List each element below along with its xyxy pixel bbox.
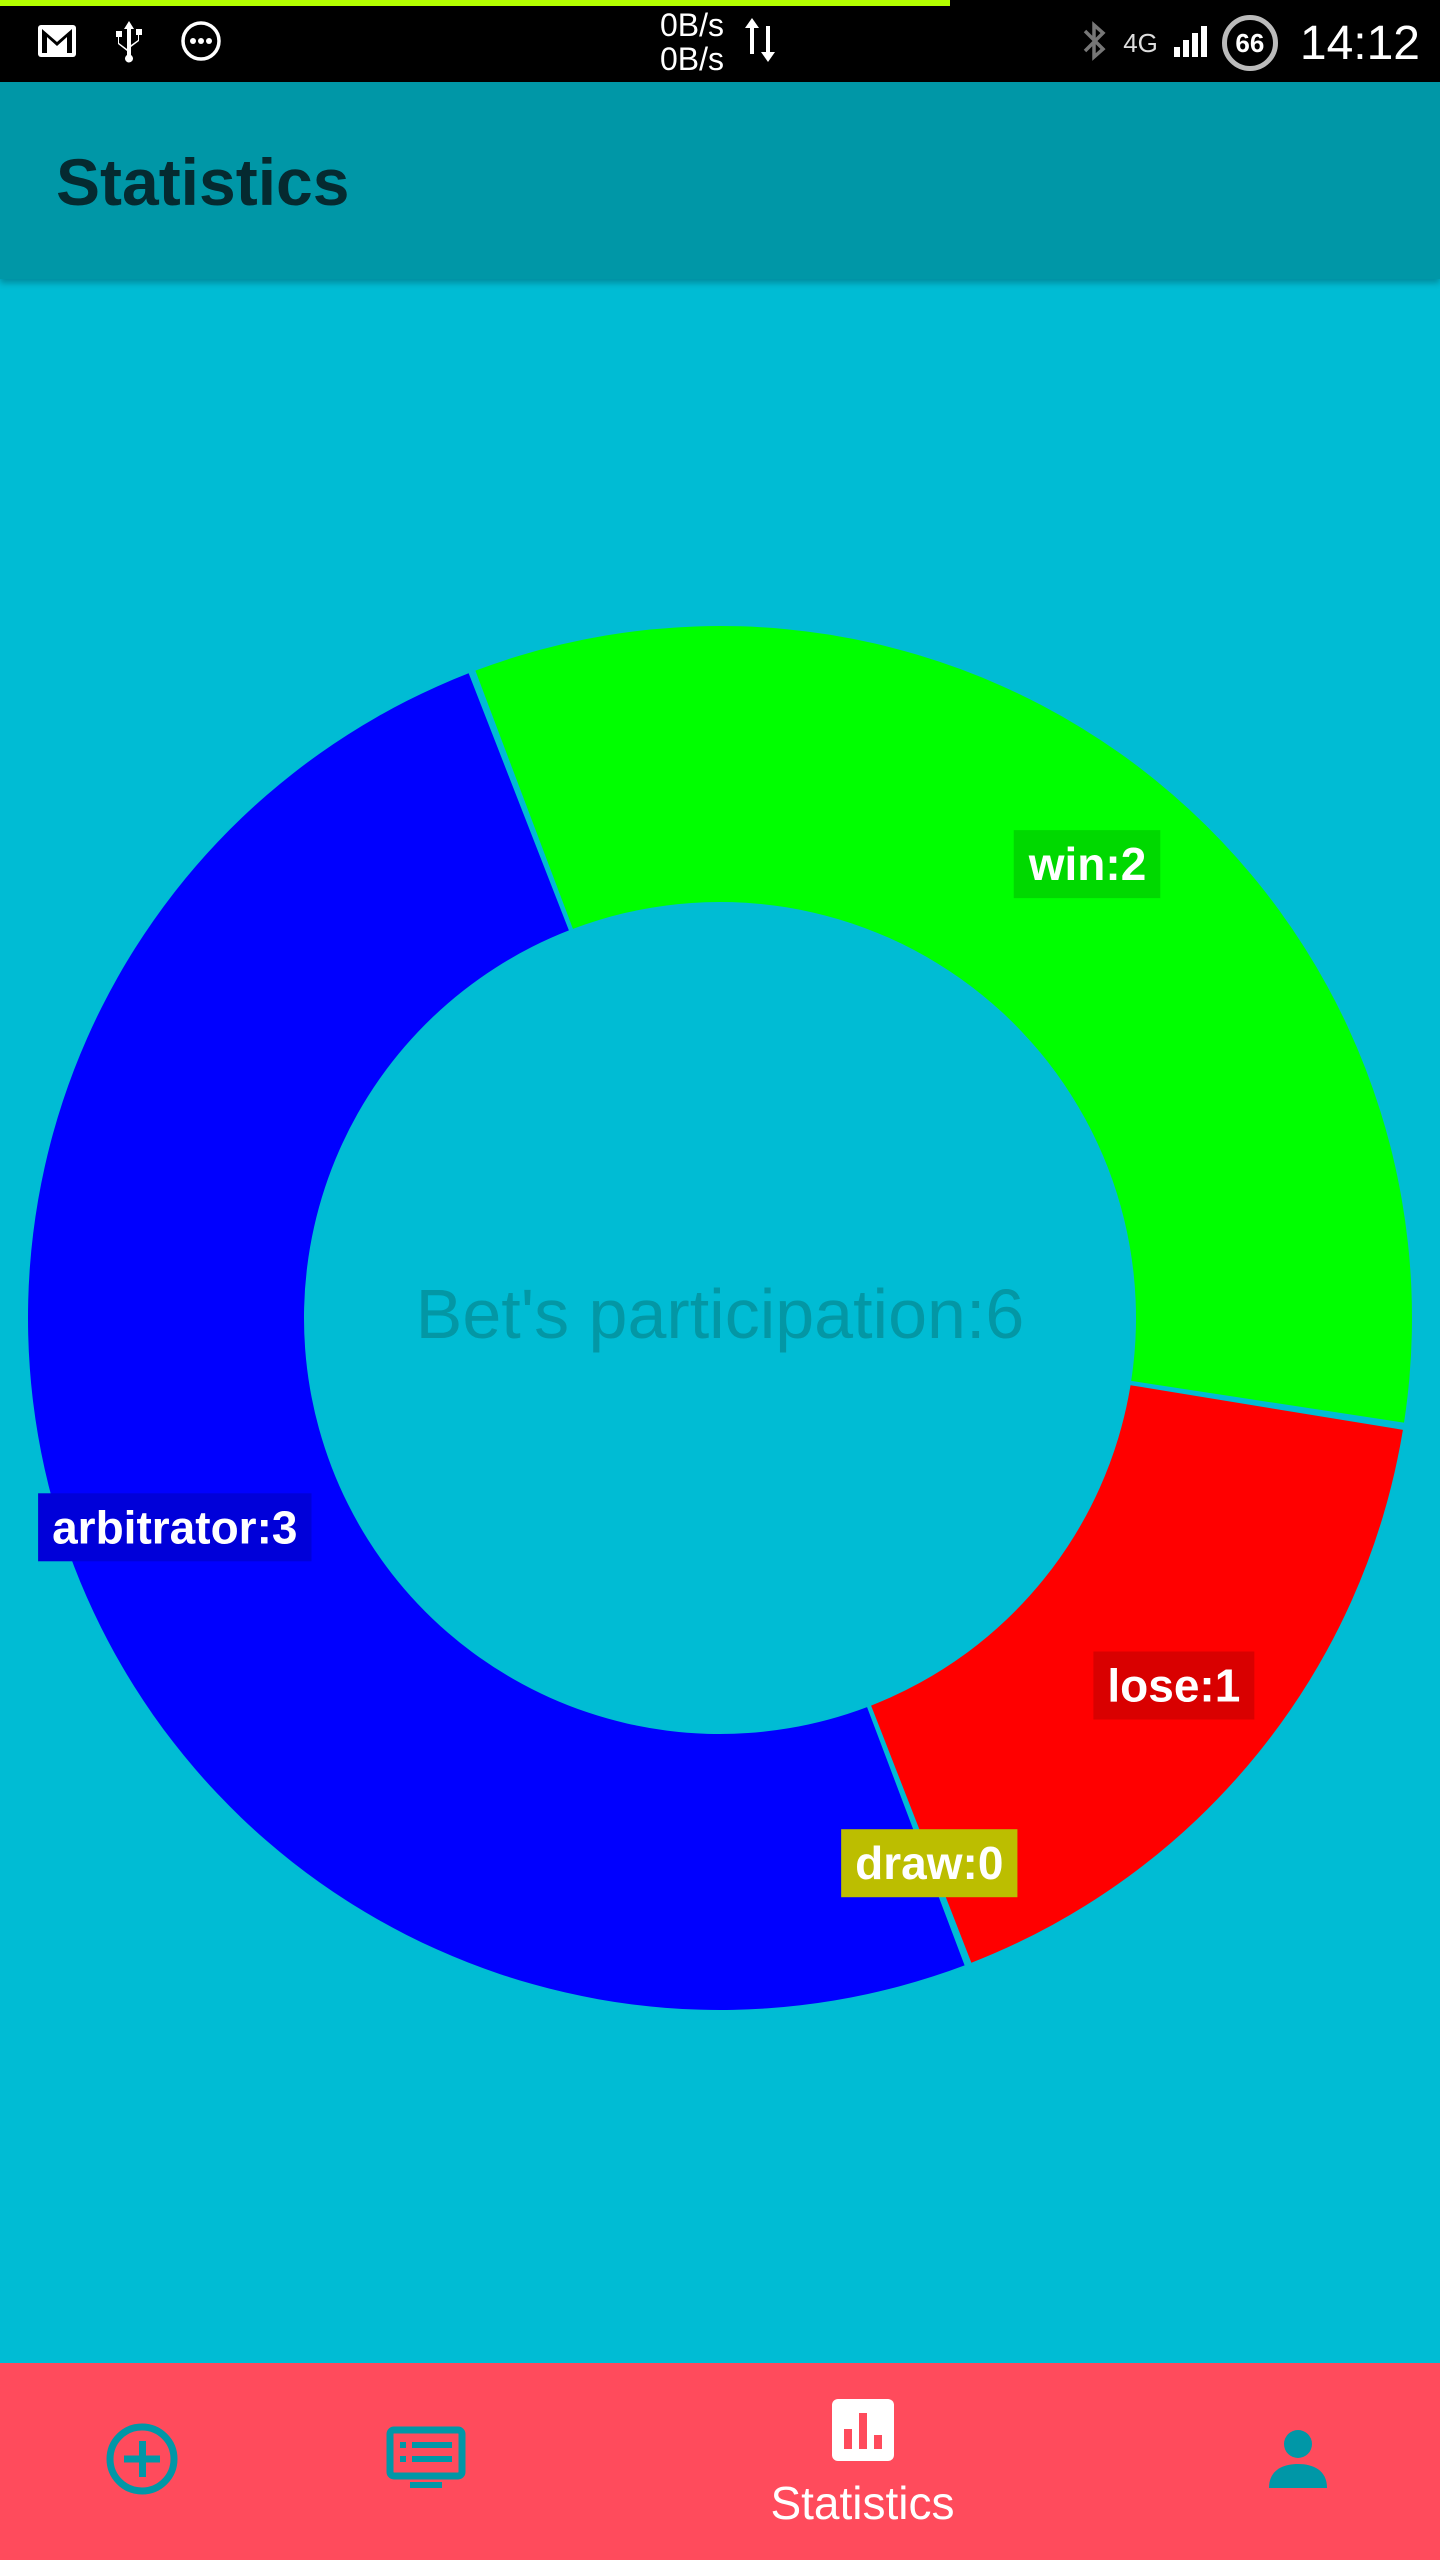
list-icon	[386, 2426, 466, 2497]
slice-label-bg-win	[1013, 830, 1161, 899]
slice-label-draw: draw:0	[841, 1829, 1018, 1898]
bar-chart-icon	[830, 2397, 896, 2468]
chart-labels: win:2 lose:1 draw:0 arbitrator:3	[38, 830, 1255, 1898]
more-dots-icon	[178, 18, 224, 64]
nav-item-list[interactable]	[366, 2405, 486, 2517]
participation-donut-chart: win:2 lose:1 draw:0 arbitrator:3 Bet's part…	[28, 626, 1412, 2010]
slice-label-lose: lose:1	[1093, 1651, 1255, 1720]
slice-label-bg-lose	[1093, 1651, 1255, 1720]
net-speed-up: 0B/s	[660, 7, 725, 43]
nav-item-add[interactable]	[82, 2405, 202, 2517]
bluetooth-icon	[1081, 19, 1109, 68]
slice-label-win: win:2	[1013, 830, 1161, 899]
notification-icons	[34, 18, 224, 64]
add-circle-icon	[104, 2421, 180, 2502]
signal-icon	[1172, 23, 1208, 64]
slice-label-arbitrator: arbitrator:3	[38, 1493, 312, 1562]
chart-center-label: Bet's participation:6	[416, 1275, 1025, 1353]
network-speed: 0B/s 0B/s	[660, 8, 724, 76]
slice-label-bg-draw	[841, 1829, 1018, 1898]
person-icon	[1265, 2428, 1331, 2495]
slice-win[interactable]	[475, 626, 1412, 1423]
nav-item-statistics[interactable]: Statistics	[720, 2393, 1005, 2533]
slice-arbitrator[interactable]	[28, 673, 965, 2010]
nav-label-statistics: Statistics	[770, 2476, 955, 2529]
slice-label-bg-arbitrator	[38, 1493, 312, 1562]
bottom-navigation: Statistics	[0, 2363, 1440, 2560]
system-indicators: 4G 66 14:12	[1081, 8, 1420, 78]
app-bar: Statistics	[0, 82, 1440, 279]
battery-indicator: 66	[1221, 15, 1278, 71]
net-speed-down: 0B/s	[660, 41, 725, 77]
clock: 14:12	[1299, 16, 1420, 70]
loading-progress-line	[0, 0, 950, 6]
usb-icon	[106, 18, 152, 64]
slice-label-text-lose: lose:1	[1107, 1660, 1240, 1712]
slice-label-text-win: win:2	[1028, 838, 1147, 890]
nav-item-profile[interactable]	[1238, 2405, 1358, 2517]
slice-label-text-draw: draw:0	[855, 1837, 1003, 1889]
slice-label-text-arbitrator: arbitrator:3	[52, 1501, 297, 1553]
network-type: 4G	[1123, 27, 1158, 58]
status-bar: 0B/s 0B/s 4G 66 14:12	[0, 0, 1440, 82]
data-transfer-icon	[742, 14, 778, 71]
page-title: Statistics	[56, 145, 350, 219]
gmail-icon	[34, 18, 80, 64]
